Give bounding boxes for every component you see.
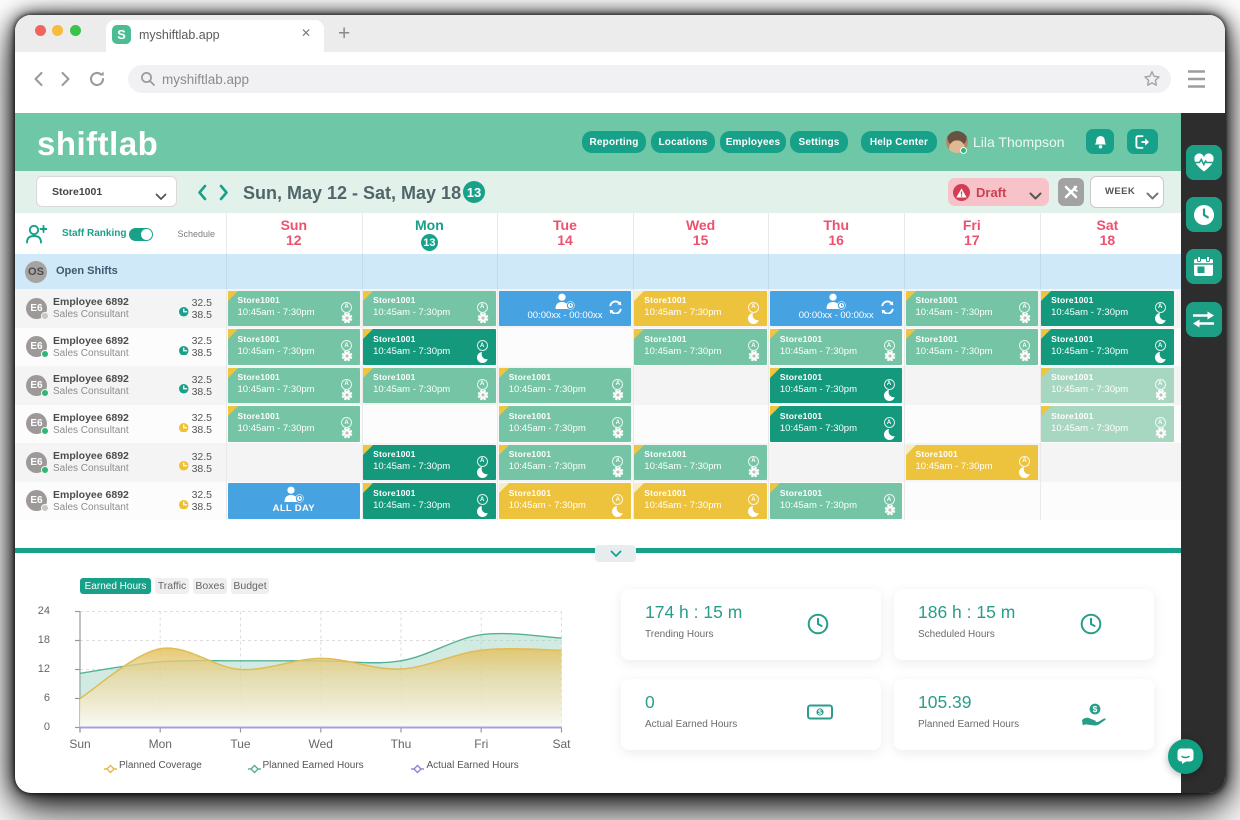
svg-text:$: $ (1093, 704, 1098, 714)
svg-text:$: $ (818, 710, 822, 717)
